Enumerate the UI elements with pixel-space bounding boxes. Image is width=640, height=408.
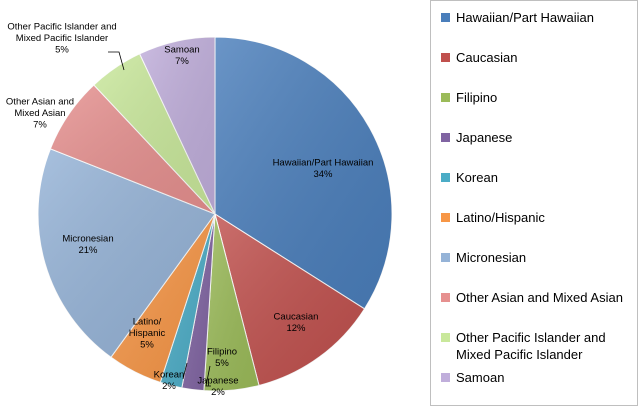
slice-label-japanese: Japanese 2% bbox=[197, 375, 238, 398]
pie-slice-shade-latino-hispanic bbox=[110, 214, 215, 383]
slice-label-value: 5% bbox=[55, 45, 69, 56]
legend-item-samoan: Samoan bbox=[441, 369, 637, 386]
pie-slice-shade-other-pacific-islander-and-mixed-pacific-islander bbox=[93, 53, 215, 214]
legend-swatch bbox=[441, 333, 450, 342]
legend-label: Other Asian and Mixed Asian bbox=[456, 290, 623, 305]
legend-label: Filipino bbox=[456, 90, 498, 105]
legend-item-caucasian: Caucasian bbox=[441, 49, 637, 66]
pie-slice-shade-other-asian-and-mixed-asian bbox=[50, 84, 216, 214]
slice-label-name: Other Pacific Islander and bbox=[7, 22, 116, 33]
legend-swatch bbox=[441, 133, 450, 142]
legend-item-filipino: Filipino bbox=[441, 89, 637, 106]
slice-label-samoan: Samoan 7% bbox=[164, 44, 199, 67]
slice-label-value: 7% bbox=[33, 120, 47, 131]
pie-slice-shade-japanese bbox=[181, 214, 215, 391]
legend-swatch bbox=[441, 253, 450, 262]
slice-label-name: Other Asian and bbox=[6, 97, 74, 108]
pie-slice-shade-caucasian bbox=[215, 214, 365, 386]
legend-swatch bbox=[441, 213, 450, 222]
slice-label-caucasian: Caucasian 12% bbox=[274, 311, 319, 334]
slice-label-korean: Korean 2% bbox=[154, 369, 185, 392]
legend-item-latino-hispanic: Latino/Hispanic bbox=[441, 209, 637, 226]
legend-swatch bbox=[441, 173, 450, 182]
leader-lines bbox=[108, 51, 211, 387]
slice-label-value: 2% bbox=[211, 387, 225, 398]
pie-slice-shade-filipino bbox=[203, 214, 260, 391]
slice-label-name: Japanese bbox=[197, 375, 238, 386]
legend-item-other-pacific-islander-and-mixed-pacific-islander: Other Pacific Islander and Mixed Pacific… bbox=[441, 329, 637, 363]
slice-label-value: 12% bbox=[286, 323, 306, 334]
slice-label-name: Caucasian bbox=[274, 311, 319, 322]
slice-label-name: Hispanic bbox=[129, 328, 166, 339]
legend-swatch bbox=[441, 53, 450, 62]
slice-label-name: Mixed Pacific Islander bbox=[16, 33, 108, 44]
slice-labels: Hawaiian/Part Hawaiian 34% Caucasian 12% Fil… bbox=[6, 22, 374, 398]
legend-swatch bbox=[441, 13, 450, 22]
slice-label-micronesian: Micronesian 21% bbox=[62, 233, 113, 256]
slice-label-name: Micronesian bbox=[62, 233, 113, 244]
legend-label: Latino/Hispanic bbox=[456, 210, 545, 225]
legend-swatch bbox=[441, 373, 450, 382]
slice-label-value: 5% bbox=[215, 358, 229, 369]
slice-label-filipino: Filipino 5% bbox=[207, 346, 237, 369]
legend-label: Micronesian bbox=[456, 250, 527, 265]
slice-label-value: 34% bbox=[313, 169, 333, 180]
slice-label-other-pacific-islander-and-mixed-pacific-islander: Other Pacific Islander and Mixed Pacific … bbox=[7, 22, 116, 56]
legend-label: Hawaiian/Part Hawaiian bbox=[456, 10, 595, 25]
legend-item-korean: Korean bbox=[441, 169, 637, 186]
slice-label-value: 5% bbox=[140, 340, 154, 351]
slice-label-name: Korean bbox=[154, 369, 185, 380]
pie-shading bbox=[37, 37, 393, 391]
legend-label: Caucasian bbox=[456, 50, 518, 65]
slice-label-name: Filipino bbox=[207, 346, 237, 357]
legend-item-hawaiian-part-hawaiian: Hawaiian/Part Hawaiian bbox=[441, 9, 637, 26]
leader-line-other-pacific-islander-and-mixed-pacific-islander bbox=[108, 51, 125, 71]
legend-label: Korean bbox=[456, 170, 498, 185]
pie-slice-shade-korean bbox=[160, 214, 215, 388]
pie-slice-shade-micronesian bbox=[37, 148, 216, 358]
slice-label-value: 2% bbox=[162, 381, 176, 392]
legend-item-micronesian: Micronesian bbox=[441, 249, 637, 266]
legend-swatch bbox=[441, 293, 450, 302]
slice-label-hawaiian-part-hawaiian: Hawaiian/Part Hawaiian 34% bbox=[273, 157, 374, 180]
pie-slice-shade-samoan bbox=[139, 37, 215, 214]
slice-label-name: Hawaiian/Part Hawaiian bbox=[273, 157, 374, 168]
legend-label: Other Pacific Islander and Mixed Pacific… bbox=[456, 330, 606, 362]
slice-label-name: Latino/ bbox=[133, 317, 162, 328]
slice-label-other-asian-and-mixed-asian: Other Asian and Mixed Asian 7% bbox=[6, 97, 74, 131]
legend-label: Samoan bbox=[456, 370, 505, 385]
legend-swatch bbox=[441, 93, 450, 102]
pie-slice-shade-hawaiian-part-hawaiian bbox=[215, 37, 393, 309]
legend: Hawaiian/Part Hawaiian Caucasian Filipino J… bbox=[430, 0, 638, 406]
slice-label-value: 21% bbox=[78, 245, 98, 256]
slice-label-latino-hispanic: Latino/Hispanic 5% bbox=[129, 317, 166, 351]
leader-line-japanese bbox=[205, 365, 211, 387]
legend-item-other-asian-and-mixed-asian: Other Asian and Mixed Asian bbox=[441, 289, 637, 306]
legend-item-japanese: Japanese bbox=[441, 129, 637, 146]
slice-label-name: Mixed Asian bbox=[14, 108, 65, 119]
legend-label: Japanese bbox=[456, 130, 513, 145]
slice-label-value: 7% bbox=[175, 56, 189, 67]
slice-label-name: Samoan bbox=[164, 44, 199, 55]
leader-line-korean bbox=[182, 362, 188, 380]
